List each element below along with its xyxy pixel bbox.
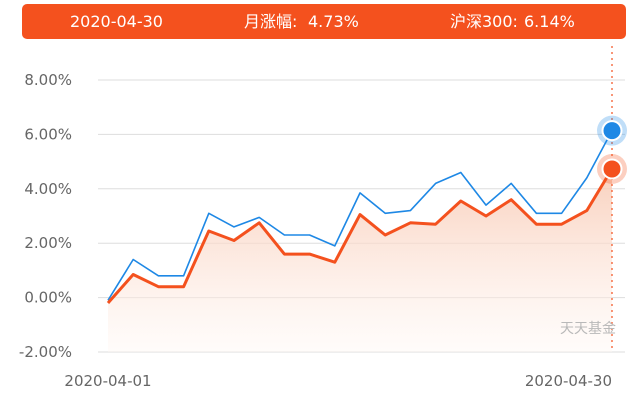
y-axis-tick-labels: 8.00% 6.00% 4.00% 2.00% 0.00% -2.00%	[19, 71, 72, 361]
tooltip-date: 2020-04-30	[70, 12, 163, 31]
tooltip-fund-label: 月涨幅:	[244, 12, 298, 31]
tooltip-fund-value: 4.73%	[308, 12, 359, 31]
marker-point	[601, 158, 623, 180]
marker-point	[601, 120, 623, 142]
watermark-text: 天天基金	[560, 320, 616, 337]
y-tick-label: 4.00%	[24, 180, 72, 198]
x-axis-tick-labels: 2020-04-01 2020-04-30	[64, 372, 612, 390]
fund-area-fill	[108, 168, 612, 352]
tooltip-index-value: 6.14%	[524, 12, 575, 31]
y-tick-label: 8.00%	[24, 71, 72, 89]
index-series-line	[107, 130, 613, 301]
tooltip-index-label: 沪深300:	[450, 12, 518, 31]
y-tick-label: 2.00%	[24, 234, 72, 252]
fund-series-line	[106, 168, 614, 304]
tooltip-bar: 2020-04-30 月涨幅: 4.73% 沪深300: 6.14%	[22, 4, 626, 39]
y-tick-label: 6.00%	[24, 125, 72, 143]
hover-point-markers	[597, 115, 627, 184]
y-tick-label: 0.00%	[24, 289, 72, 307]
x-tick-label: 2020-04-30	[525, 372, 612, 390]
x-tick-label: 2020-04-01	[64, 372, 151, 390]
y-tick-label: -2.00%	[19, 343, 72, 361]
